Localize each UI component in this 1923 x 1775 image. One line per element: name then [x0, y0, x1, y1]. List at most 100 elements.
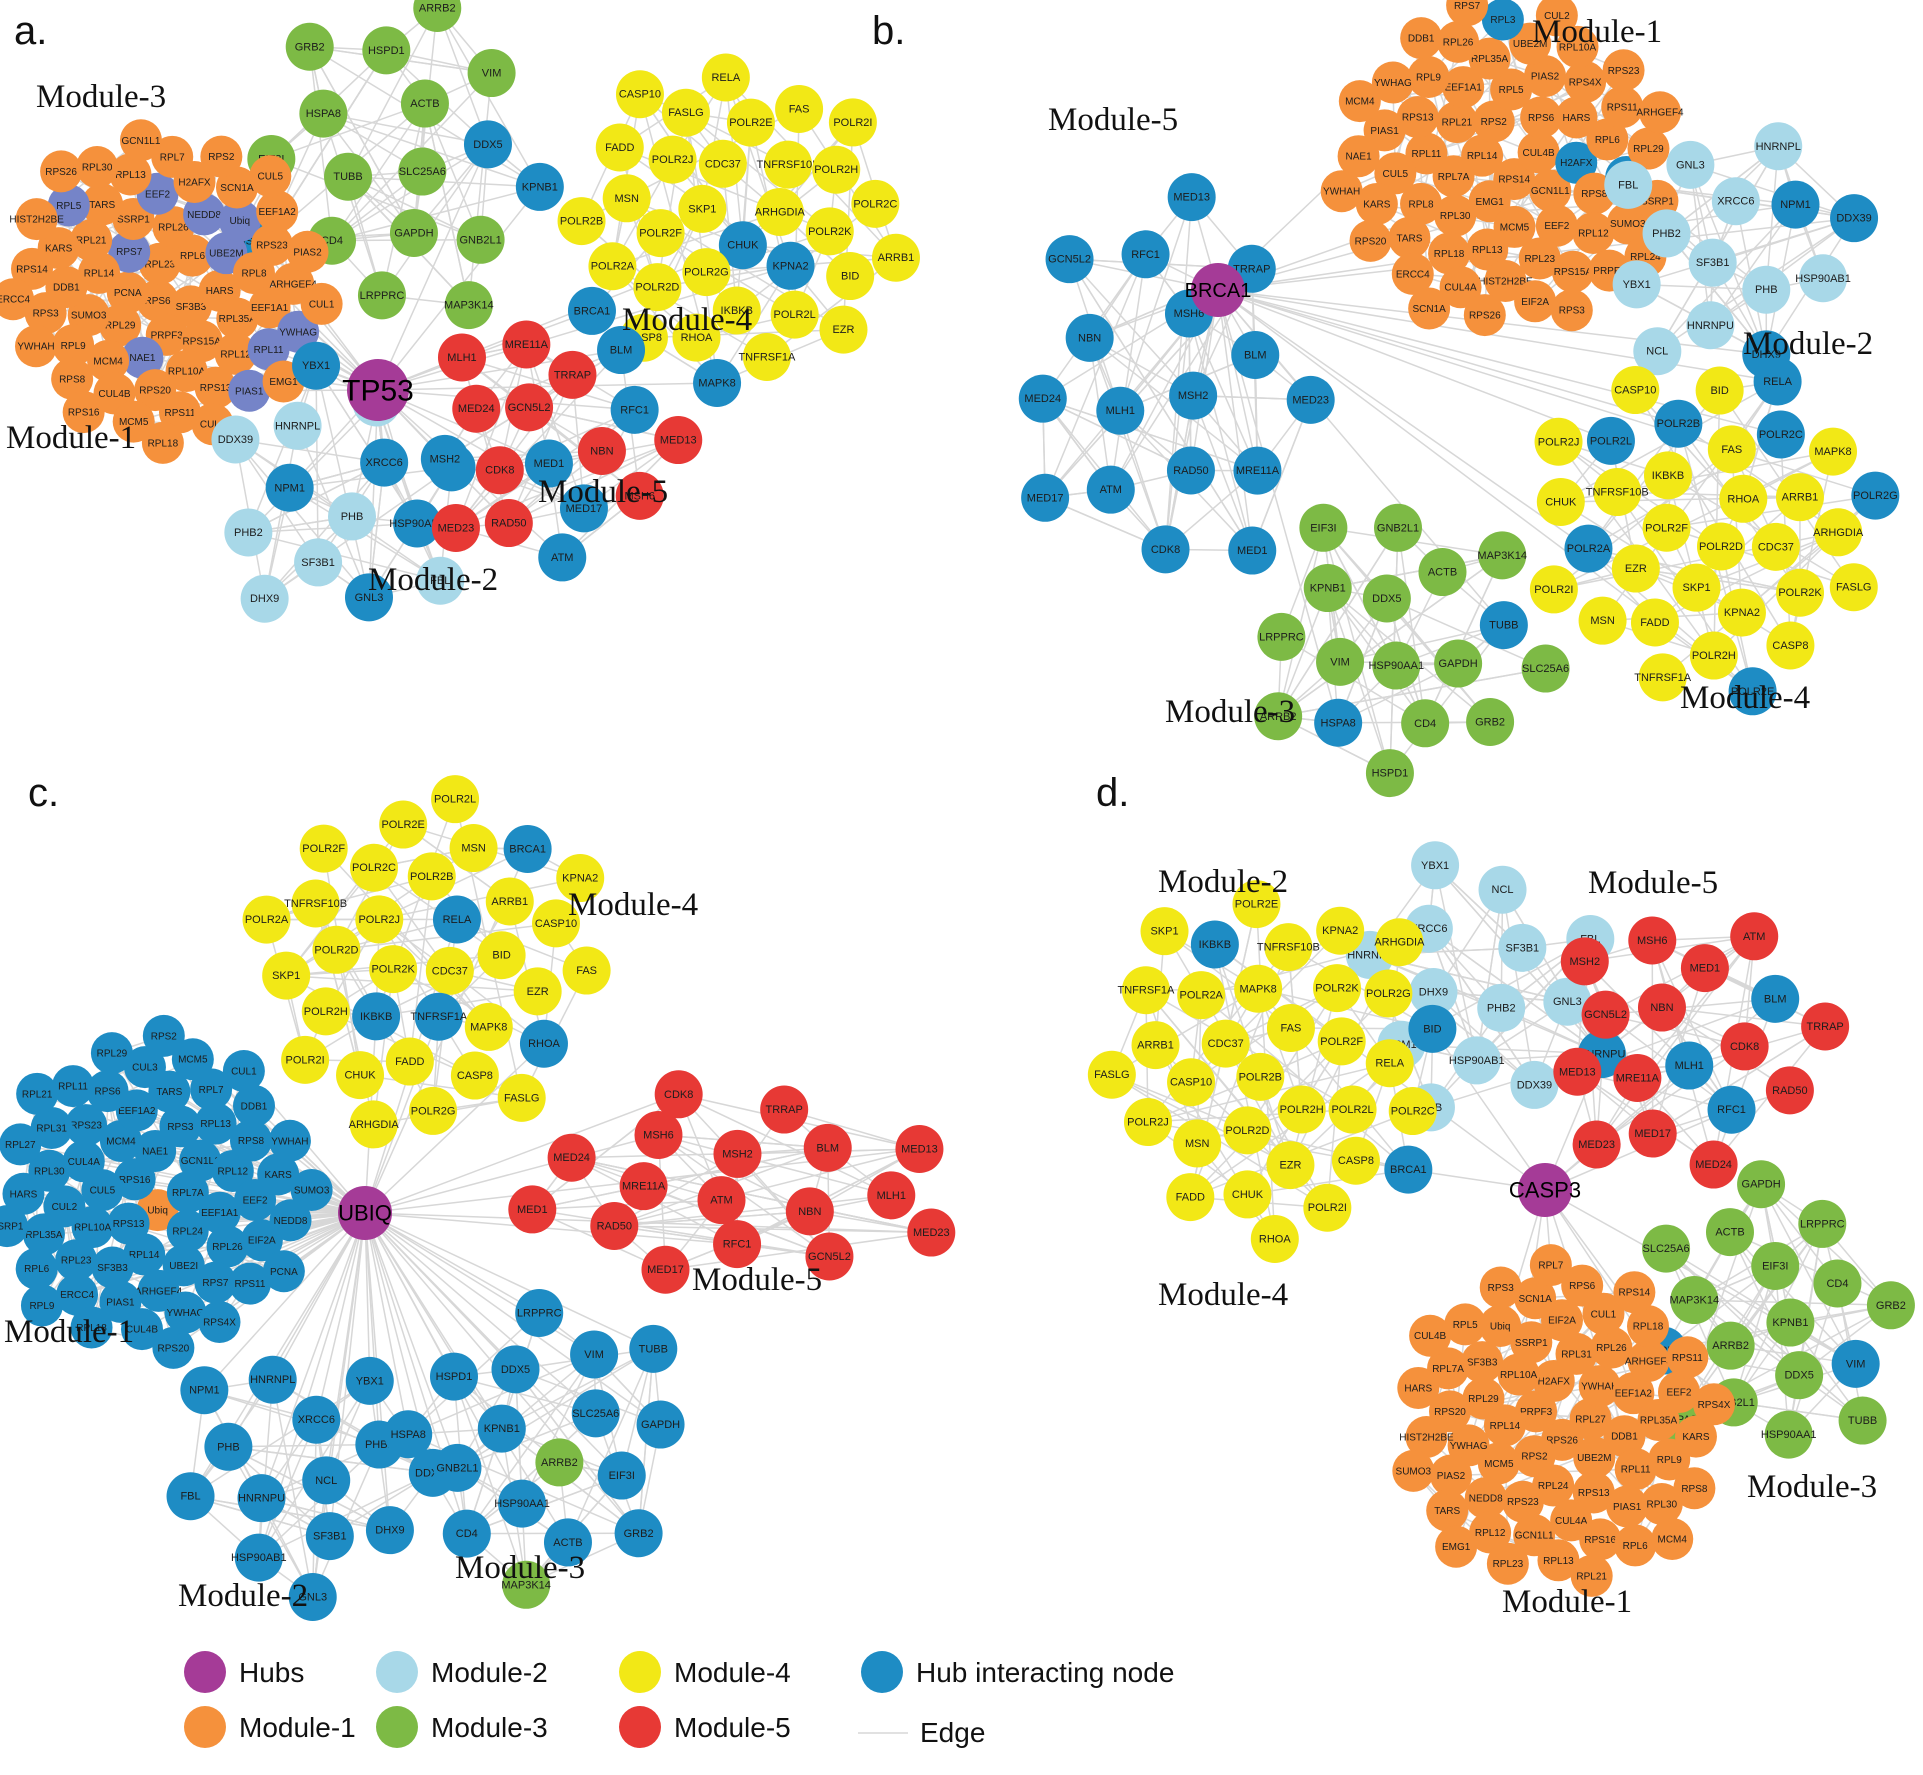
node-SUMO3 [1392, 1449, 1435, 1492]
node-label: MCM5 [178, 1055, 208, 1066]
node-LRPPRC [1798, 1199, 1847, 1248]
node-label: TNFRSF10B [284, 898, 347, 910]
node-ERCC4 [1391, 252, 1434, 295]
node-RPL18 [1626, 1305, 1669, 1348]
node-RPL18 [1428, 232, 1471, 275]
node-label: FBL [180, 1491, 200, 1503]
node-RPS16 [1579, 1518, 1622, 1561]
node-label: EEF1A2 [1615, 1389, 1653, 1400]
node-CUL4A [62, 1140, 105, 1183]
node-label: YWHAH [1581, 1382, 1618, 1393]
hub-edge [364, 1212, 623, 1477]
node-label: KPNA2 [1724, 607, 1760, 619]
node-ARRB1 [1775, 473, 1824, 522]
edge [1277, 554, 1503, 717]
node-label: CD4 [456, 1528, 478, 1540]
node-label: POLR2I [1308, 1202, 1347, 1214]
hub-edge [1164, 289, 1219, 550]
node-label: EEF2 [1544, 221, 1569, 232]
node-VIM [570, 1330, 619, 1379]
node-NAE1 [121, 336, 164, 379]
node-RPL3 [1481, 0, 1524, 41]
module-label-a-module-1: Module-1 [6, 420, 136, 456]
node-CDK8 [654, 1070, 703, 1119]
node-RPL10A [1497, 1353, 1540, 1396]
legend-label-m2: Module-2 [431, 1657, 548, 1688]
node-NBN [1065, 313, 1114, 362]
node-MCM5 [171, 1038, 214, 1081]
node-BID [1408, 1004, 1457, 1053]
node-BID [826, 252, 875, 301]
node-label: ARHGDIA [349, 1119, 400, 1131]
node-CDC37 [698, 139, 747, 188]
node-label: DDB1 [241, 1101, 268, 1112]
node-CASP10 [531, 899, 580, 948]
node-CHUK [1536, 477, 1585, 526]
node-label: POLR2F [639, 228, 682, 240]
node-label: SLC25A6 [399, 166, 446, 178]
node-label: SF3B1 [1506, 942, 1540, 954]
edge [457, 1412, 597, 1469]
node-label: RPL23 [1493, 1559, 1524, 1570]
node-MED24 [1018, 374, 1067, 423]
node-YWHAG [277, 310, 320, 353]
node-PIAS2 [286, 230, 329, 273]
node-label: MRE11A [622, 1181, 666, 1193]
node-RELA [1753, 357, 1802, 406]
node-label: EIF3I [1762, 1260, 1788, 1272]
node-GAPDH [389, 208, 438, 257]
legend-label-edge: Edge [920, 1717, 985, 1748]
node-RPL5 [47, 184, 90, 227]
node-POLR2F [1317, 1017, 1366, 1066]
node-RAD50 [484, 499, 533, 548]
edge [1068, 258, 1194, 397]
node-YBX1 [345, 1356, 394, 1405]
node-ARHGEF4 [1627, 1339, 1670, 1382]
edge [263, 425, 299, 599]
node-FBL [1604, 160, 1653, 209]
node-RPL31 [1555, 1332, 1598, 1375]
node-label: FAS [1721, 444, 1742, 456]
node-label: DDB1 [1408, 34, 1435, 45]
node-LRPPRC [357, 271, 406, 320]
node-label: RPS2 [1521, 1452, 1548, 1463]
edge [347, 7, 438, 178]
node-IKBKB [712, 286, 761, 335]
node-HSP90AB1 [1799, 254, 1848, 303]
node-RPS15A [1551, 250, 1594, 293]
node-EEF1A2 [1612, 1372, 1655, 1415]
node-label: SF3B1 [301, 557, 335, 569]
hub-edge [364, 1212, 654, 1350]
edge [258, 1419, 318, 1558]
node-label: SSRP1 [117, 214, 150, 225]
edge [1693, 1299, 1864, 1422]
node-HNRNPL [273, 401, 322, 450]
node-POLR2D [312, 925, 361, 974]
node-RPS8 [229, 1119, 272, 1162]
node-PIAS1 [1606, 1485, 1649, 1528]
node-SUMO3 [1606, 202, 1649, 245]
node-label: DDB1 [1611, 1432, 1638, 1443]
edge [1327, 587, 1391, 774]
edge [1042, 397, 1258, 472]
node-label: RPL23 [1524, 254, 1555, 265]
node-GCN5L2 [1045, 235, 1094, 284]
node-MED23 [907, 1208, 956, 1257]
node-RPL13 [1537, 1539, 1580, 1582]
node-NEDD8 [1464, 1477, 1507, 1520]
node-TRRAP [1801, 1002, 1850, 1051]
node-label: BID [1710, 385, 1728, 397]
node-label: RAD50 [1173, 465, 1208, 477]
node-YWHAH [15, 325, 58, 368]
node-label: LRPPRC [1259, 631, 1304, 643]
node-MED24 [1689, 1140, 1738, 1189]
node-label: CUL4B [126, 1325, 159, 1336]
node-RPL29 [90, 1032, 133, 1075]
node-HNRNPU [1686, 301, 1735, 350]
node-RPL7 [190, 1068, 233, 1111]
edge [1661, 1006, 1826, 1028]
edge [228, 1443, 380, 1448]
node-ARRB2 [413, 0, 462, 32]
node-label: RPS2 [151, 1031, 178, 1042]
node-label: ATM [1100, 484, 1122, 496]
